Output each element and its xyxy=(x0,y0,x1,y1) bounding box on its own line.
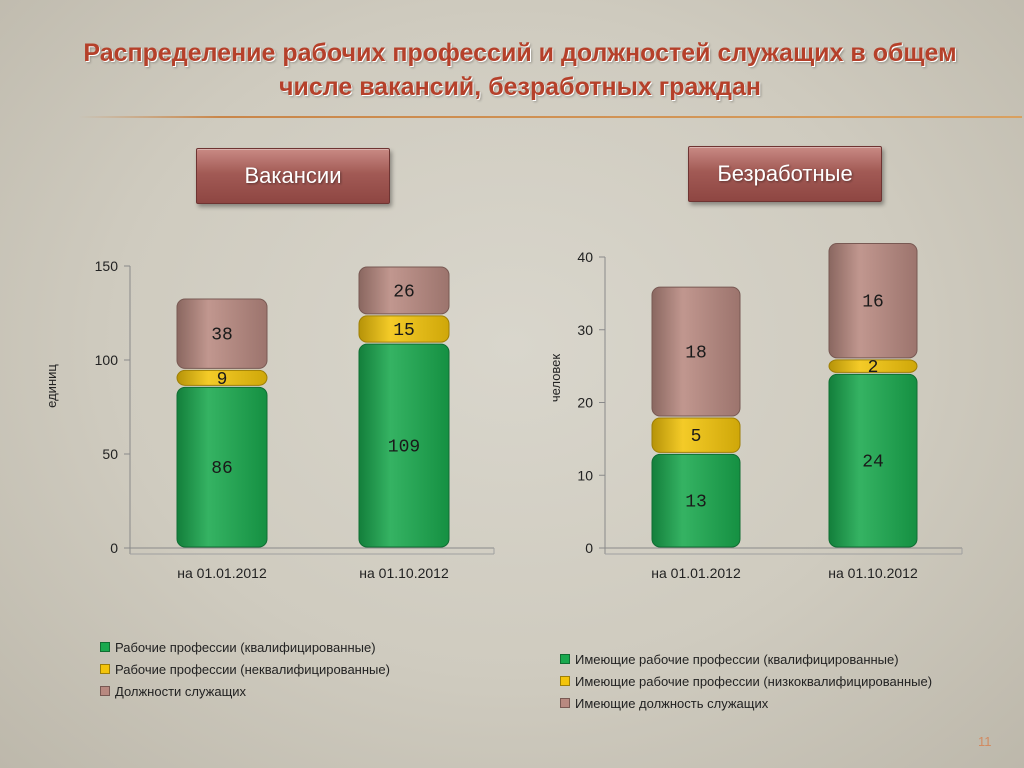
bar-segment xyxy=(358,266,450,315)
legend-swatch xyxy=(560,676,570,686)
legend-item: Имеющие рабочие профессии (низкоквалифиц… xyxy=(560,670,932,692)
data-label: 18 xyxy=(685,344,707,364)
legend-swatch xyxy=(100,686,110,696)
legend-swatch xyxy=(100,664,110,674)
legend-swatch xyxy=(560,654,570,664)
bar-segment xyxy=(828,242,918,359)
data-label: 13 xyxy=(685,493,707,513)
legend-item: Имеющие рабочие профессии (квалифицирова… xyxy=(560,648,932,670)
legend-label: Рабочие профессии (квалифицированные) xyxy=(115,639,376,655)
legend-item: Рабочие профессии (квалифицированные) xyxy=(100,636,390,658)
legend-item: Должности служащих xyxy=(100,680,390,702)
unemployed-chart: 0 10 20 30 40 человек на 01.01.2012 13 5 18 на 01.… xyxy=(548,242,963,581)
legend-swatch xyxy=(560,698,570,708)
bar-segment xyxy=(828,359,918,373)
bar-segment xyxy=(176,298,268,369)
bar-segment xyxy=(651,417,741,453)
legend-label: Рабочие профессии (неквалифицированные) xyxy=(115,661,390,677)
data-label: 16 xyxy=(862,293,884,313)
y-tick-label: 10 xyxy=(577,467,593,483)
y-tick-label: 150 xyxy=(95,258,119,274)
data-label: 26 xyxy=(393,282,415,302)
bar-segment xyxy=(358,315,450,343)
y-axis-label: единиц xyxy=(44,364,59,408)
data-label: 109 xyxy=(388,438,420,458)
data-label: 9 xyxy=(217,370,228,390)
y-tick-label: 0 xyxy=(110,540,118,556)
title-divider xyxy=(78,116,1022,118)
y-tick-label: 40 xyxy=(577,249,593,265)
data-label: 5 xyxy=(691,427,702,447)
legend-item: Рабочие профессии (неквалифицированные) xyxy=(100,658,390,680)
y-tick-label: 30 xyxy=(577,322,593,338)
vacancies-legend: Рабочие профессии (квалифицированные) Раб… xyxy=(100,636,390,702)
bar-segment xyxy=(651,453,741,548)
data-label: 86 xyxy=(211,459,233,479)
bar-segment xyxy=(176,369,268,386)
y-axis-label: человек xyxy=(548,354,563,403)
page-title: Распределение рабочих профессий и должно… xyxy=(83,39,957,101)
x-tick-label: на 01.01.2012 xyxy=(651,565,741,581)
vacancies-section-button[interactable]: Вакансии xyxy=(196,148,390,204)
bar-segment xyxy=(651,286,741,417)
bar-segment xyxy=(176,386,268,548)
legend-label: Имеющие рабочие профессии (низкоквалифиц… xyxy=(575,673,933,689)
data-label: 15 xyxy=(393,321,415,341)
x-tick-label: на 01.10.2012 xyxy=(828,565,918,581)
y-tick-label: 20 xyxy=(577,395,593,411)
bar-segment xyxy=(828,373,918,548)
data-label: 38 xyxy=(211,326,233,346)
y-tick-label: 100 xyxy=(95,352,119,368)
bar-segment xyxy=(358,343,450,548)
legend-label: Имеющие рабочие профессии (квалифицирова… xyxy=(575,651,899,667)
unemployed-section-button[interactable]: Безработные xyxy=(688,146,882,202)
legend-label: Имеющие должность служащих xyxy=(575,695,769,711)
data-label: 2 xyxy=(868,358,879,378)
x-tick-label: на 01.01.2012 xyxy=(177,565,267,581)
legend-label: Должности служащих xyxy=(115,683,247,699)
vacancies-chart: 0 50 100 150 единиц на 01.01.2012 86 9 38 на 01.1… xyxy=(44,258,495,581)
unemployed-legend: Имеющие рабочие профессии (квалифицирова… xyxy=(560,648,932,714)
y-tick-label: 0 xyxy=(585,540,593,556)
data-label: 24 xyxy=(862,453,884,473)
legend-swatch xyxy=(100,642,110,652)
y-tick-label: 50 xyxy=(102,446,118,462)
page-number: 11 xyxy=(978,734,992,749)
legend-item: Имеющие должность служащих xyxy=(560,692,932,714)
x-tick-label: на 01.10.2012 xyxy=(359,565,449,581)
